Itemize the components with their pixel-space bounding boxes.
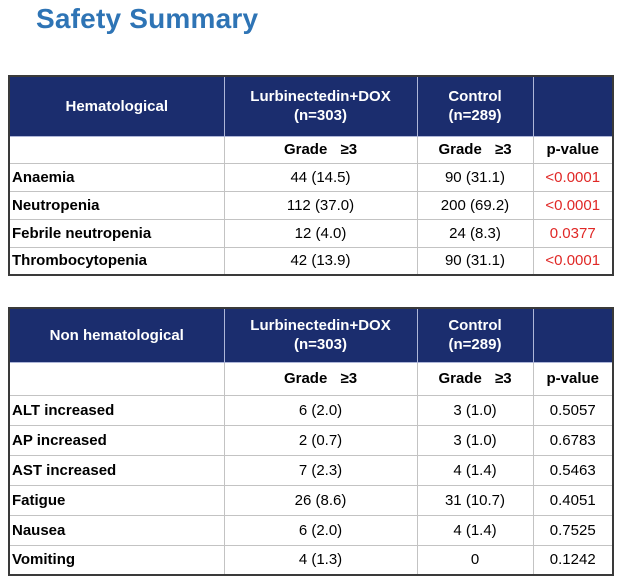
control-name: Control [448,88,502,106]
hematological-table: Hematological Lurbinectedin+DOX (n=303) C… [8,75,614,276]
control-value: 4 (1.4) [416,454,534,486]
treatment-value: 44 (14.5) [223,162,418,192]
treatment-value: 26 (8.6) [223,484,418,516]
control-value: 3 (1.0) [416,424,534,456]
p-value: 0.0377 [532,218,614,248]
adverse-event-label: Anaemia [8,162,225,192]
arm-name: Lurbinectedin+DOX [250,317,391,335]
arm-n: (n=303) [294,107,347,125]
table-row: ALT increased 6 (2.0) 3 (1.0) 0.5057 [8,394,614,426]
treatment-value: 6 (2.0) [223,514,418,546]
table-row: Fatigue 26 (8.6) 31 (10.7) 0.4051 [8,484,614,516]
treatment-value: 2 (0.7) [223,424,418,456]
control-value: 90 (31.1) [416,246,534,276]
p-value: 0.5057 [532,394,614,426]
p-value: 0.7525 [532,514,614,546]
table-row: Vomiting 4 (1.3) 0 0.1242 [8,544,614,576]
table-row: Nausea 6 (2.0) 4 (1.4) 0.7525 [8,514,614,546]
treatment-value: 6 (2.0) [223,394,418,426]
page-title: Safety Summary [36,3,259,34]
adverse-event-label: AST increased [8,454,225,486]
non-hematological-table: Non hematological Lurbinectedin+DOX (n=30… [8,307,614,576]
treatment-value: 7 (2.3) [223,454,418,486]
p-value-label: p-value [532,361,614,396]
adverse-event-label: Febrile neutropenia [8,218,225,248]
grade-label: Grade ≥3 [416,361,534,396]
adverse-event-label: AP increased [8,424,225,456]
control-n: (n=289) [448,336,502,354]
control-arm-header-cell: Control (n=289) [416,75,534,137]
arm-n: (n=303) [294,336,347,354]
p-value: <0.0001 [532,190,614,220]
control-value: 0 [416,544,534,576]
table-header-row: Hematological Lurbinectedin+DOX (n=303) C… [8,75,614,137]
table-row: Anaemia 44 (14.5) 90 (31.1) <0.0001 [8,162,614,192]
p-value: <0.0001 [532,246,614,276]
grade-subheader-row: Grade ≥3 Grade ≥3 p-value [8,135,614,164]
treatment-value: 42 (13.9) [223,246,418,276]
p-value: 0.5463 [532,454,614,486]
treatment-value: 112 (37.0) [223,190,418,220]
treatment-value: 12 (4.0) [223,218,418,248]
adverse-event-label: Vomiting [8,544,225,576]
control-name: Control [448,317,502,335]
treatment-arm-header-cell: Lurbinectedin+DOX (n=303) [223,75,418,137]
adverse-event-label: Thrombocytopenia [8,246,225,276]
table-row: Thrombocytopenia 42 (13.9) 90 (31.1) <0.… [8,246,614,276]
control-value: 3 (1.0) [416,394,534,426]
p-value: 0.4051 [532,484,614,516]
adverse-event-label: ALT increased [8,394,225,426]
adverse-event-label: Nausea [8,514,225,546]
control-value: 24 (8.3) [416,218,534,248]
control-value: 90 (31.1) [416,162,534,192]
p-value: 0.1242 [532,544,614,576]
control-arm-header-cell: Control (n=289) [416,307,534,363]
adverse-event-label: Fatigue [8,484,225,516]
grade-subheader-row: Grade ≥3 Grade ≥3 p-value [8,361,614,396]
grade-label: Grade ≥3 [223,135,418,164]
treatment-arm-header-cell: Lurbinectedin+DOX (n=303) [223,307,418,363]
empty-header-cell [532,75,614,137]
group-header-cell: Non hematological [8,307,225,363]
grade-label: Grade ≥3 [223,361,418,396]
control-value: 31 (10.7) [416,484,534,516]
group-header-cell: Hematological [8,75,225,137]
empty-cell [8,135,225,164]
grade-label: Grade ≥3 [416,135,534,164]
arm-name: Lurbinectedin+DOX [250,88,391,106]
empty-header-cell [532,307,614,363]
p-value: <0.0001 [532,162,614,192]
adverse-event-label: Neutropenia [8,190,225,220]
table-header-row: Non hematological Lurbinectedin+DOX (n=30… [8,307,614,363]
p-value: 0.6783 [532,424,614,456]
empty-cell [8,361,225,396]
control-value: 4 (1.4) [416,514,534,546]
control-n: (n=289) [448,107,502,125]
table-row: Febrile neutropenia 12 (4.0) 24 (8.3) 0.… [8,218,614,248]
table-row: Neutropenia 112 (37.0) 200 (69.2) <0.000… [8,190,614,220]
p-value-label: p-value [532,135,614,164]
table-row: AST increased 7 (2.3) 4 (1.4) 0.5463 [8,454,614,486]
treatment-value: 4 (1.3) [223,544,418,576]
table-row: AP increased 2 (0.7) 3 (1.0) 0.6783 [8,424,614,456]
control-value: 200 (69.2) [416,190,534,220]
